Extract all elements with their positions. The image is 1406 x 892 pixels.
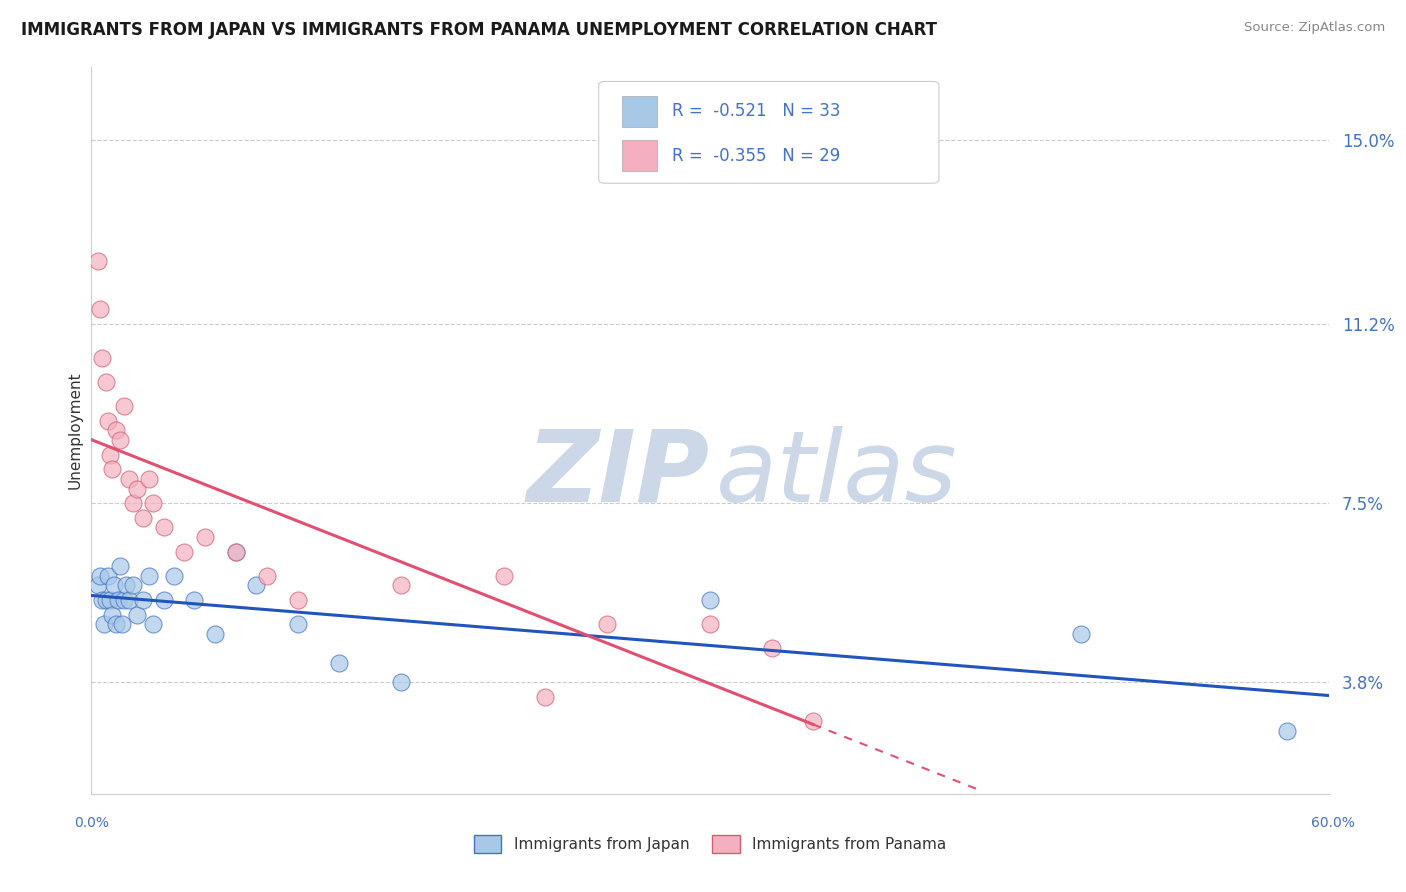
Point <box>163 569 186 583</box>
Point <box>98 448 121 462</box>
Point <box>98 593 121 607</box>
Point <box>103 578 125 592</box>
Point <box>389 675 412 690</box>
Text: ZIP: ZIP <box>527 425 710 523</box>
Legend: Immigrants from Japan, Immigrants from Panama: Immigrants from Japan, Immigrants from P… <box>468 829 952 859</box>
Point <box>699 593 721 607</box>
Point <box>245 578 267 592</box>
Point <box>107 593 129 607</box>
Point <box>138 569 160 583</box>
Point <box>287 593 309 607</box>
Point <box>225 544 247 558</box>
Point <box>112 399 135 413</box>
Text: 0.0%: 0.0% <box>75 816 108 830</box>
Point <box>89 569 111 583</box>
Point <box>225 544 247 558</box>
Point <box>121 496 143 510</box>
Point <box>204 627 226 641</box>
Point <box>86 578 108 592</box>
Point <box>110 559 132 574</box>
Point <box>97 569 120 583</box>
Point <box>112 593 135 607</box>
FancyBboxPatch shape <box>599 81 939 183</box>
Point <box>152 520 174 534</box>
Point <box>132 593 155 607</box>
Point <box>389 578 412 592</box>
Point <box>173 544 195 558</box>
Y-axis label: Unemployment: Unemployment <box>67 372 83 489</box>
Point <box>1070 627 1092 641</box>
Bar <box>623 140 657 171</box>
Point <box>86 253 108 268</box>
Point <box>256 569 278 583</box>
Point <box>328 656 350 670</box>
Point <box>596 617 619 632</box>
Point <box>101 462 124 476</box>
Point <box>90 351 112 365</box>
Point <box>194 530 217 544</box>
Point <box>117 593 139 607</box>
Point <box>101 607 124 622</box>
Point <box>93 617 115 632</box>
Point <box>105 424 128 438</box>
Point <box>105 617 128 632</box>
Point <box>125 607 148 622</box>
Point <box>110 433 132 447</box>
Bar <box>623 96 657 127</box>
Point <box>138 472 160 486</box>
Text: 60.0%: 60.0% <box>1310 816 1355 830</box>
Point <box>89 302 111 317</box>
Point <box>115 578 138 592</box>
Point <box>142 617 165 632</box>
Point <box>183 593 205 607</box>
Text: Source: ZipAtlas.com: Source: ZipAtlas.com <box>1244 21 1385 35</box>
Point <box>492 569 515 583</box>
Text: atlas: atlas <box>716 425 957 523</box>
Point <box>125 482 148 496</box>
Point <box>699 617 721 632</box>
Point <box>117 472 139 486</box>
Point <box>94 375 117 389</box>
Text: R =  -0.521   N = 33: R = -0.521 N = 33 <box>672 103 841 120</box>
Point <box>90 593 112 607</box>
Point <box>761 641 783 656</box>
Point <box>94 593 117 607</box>
Point <box>801 714 824 728</box>
Point <box>111 617 134 632</box>
Point <box>287 617 309 632</box>
Point <box>121 578 143 592</box>
Point <box>152 593 174 607</box>
Point <box>132 510 155 524</box>
Text: IMMIGRANTS FROM JAPAN VS IMMIGRANTS FROM PANAMA UNEMPLOYMENT CORRELATION CHART: IMMIGRANTS FROM JAPAN VS IMMIGRANTS FROM… <box>21 21 936 39</box>
Point <box>1277 723 1299 738</box>
Text: R =  -0.355   N = 29: R = -0.355 N = 29 <box>672 146 839 165</box>
Point <box>142 496 165 510</box>
Point <box>97 414 120 428</box>
Point <box>534 690 557 704</box>
